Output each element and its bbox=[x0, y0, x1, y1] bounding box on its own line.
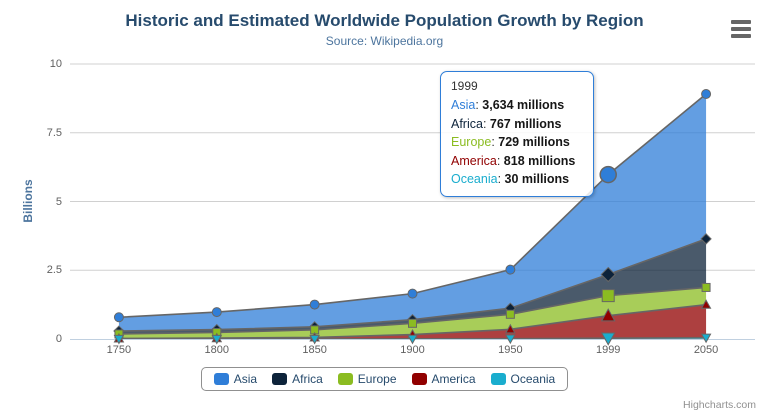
x-tick-label-1850: 1850 bbox=[302, 344, 327, 356]
legend-swatch-icon bbox=[272, 373, 288, 385]
marker-europe-2050[interactable] bbox=[701, 282, 711, 292]
marker-america-1999[interactable] bbox=[600, 308, 616, 322]
x-tick-label-1999: 1999 bbox=[595, 344, 621, 356]
y-tick-label: 0 bbox=[55, 333, 62, 345]
marker-asia-1850[interactable] bbox=[309, 299, 320, 310]
area-africa[interactable] bbox=[118, 238, 707, 334]
legend: Asia Africa Europe America Oceania bbox=[0, 367, 769, 391]
marker-america-2050[interactable] bbox=[700, 299, 712, 309]
x-tick-label-1900: 1900 bbox=[400, 344, 425, 356]
marker-oceania-1900[interactable] bbox=[407, 334, 418, 345]
y-tick-label: 2.5 bbox=[46, 264, 62, 277]
chart-title: Historic and Estimated Worldwide Populat… bbox=[125, 11, 644, 30]
credits-link[interactable]: Highcharts.com bbox=[683, 399, 756, 411]
marker-africa-1999[interactable] bbox=[600, 266, 616, 283]
marker-oceania-1750[interactable] bbox=[113, 334, 125, 345]
legend-label: Asia bbox=[233, 372, 258, 386]
legend-label: Africa bbox=[292, 372, 323, 386]
y-tick-label: 10 bbox=[49, 58, 62, 70]
legend-label: America bbox=[431, 372, 476, 386]
legend-item-asia[interactable]: Asia bbox=[213, 372, 258, 386]
area-asia[interactable] bbox=[118, 94, 707, 332]
legend-swatch-icon bbox=[490, 373, 506, 385]
legend-item-africa[interactable]: Africa bbox=[272, 372, 323, 386]
marker-asia-1950[interactable] bbox=[505, 264, 516, 275]
marker-asia-2050[interactable] bbox=[701, 89, 712, 100]
marker-oceania-1850[interactable] bbox=[309, 334, 320, 345]
area-america[interactable] bbox=[118, 304, 707, 339]
marker-oceania-1950[interactable] bbox=[505, 334, 516, 345]
legend-swatch-icon bbox=[337, 373, 353, 385]
context-menu-button[interactable] bbox=[730, 19, 752, 41]
marker-asia-1900[interactable] bbox=[407, 288, 418, 299]
chart-subtitle: Source: Wikipedia.org bbox=[325, 34, 444, 48]
x-tick-label-1950: 1950 bbox=[498, 344, 523, 356]
legend-item-america[interactable]: America bbox=[411, 372, 476, 386]
legend-swatch-icon bbox=[411, 373, 427, 385]
legend-item-europe[interactable]: Europe bbox=[337, 372, 397, 386]
x-tick-label-1750: 1750 bbox=[106, 344, 132, 356]
marker-oceania-2050[interactable] bbox=[700, 333, 712, 344]
marker-africa-2050[interactable] bbox=[700, 233, 712, 245]
marker-oceania-1999[interactable] bbox=[600, 332, 616, 346]
marker-europe-1999[interactable] bbox=[601, 289, 615, 303]
y-tick-label: 5 bbox=[55, 195, 62, 208]
marker-oceania-1800[interactable] bbox=[211, 334, 223, 345]
x-tick-label-2050: 2050 bbox=[693, 344, 719, 356]
marker-asia-1750[interactable] bbox=[113, 312, 124, 323]
marker-asia-1999[interactable] bbox=[599, 165, 617, 184]
x-tick-label-1800: 1800 bbox=[204, 344, 230, 356]
hamburger-menu-icon bbox=[730, 19, 752, 38]
legend-item-oceania[interactable]: Oceania bbox=[490, 372, 556, 386]
legend-swatch-icon bbox=[213, 373, 229, 385]
marker-america-1950[interactable] bbox=[505, 323, 516, 334]
y-tick-label: 7.5 bbox=[46, 126, 62, 139]
marker-europe-1950[interactable] bbox=[505, 309, 515, 319]
marker-asia-1800[interactable] bbox=[211, 307, 222, 318]
legend-label: Europe bbox=[357, 372, 397, 386]
marker-europe-1900[interactable] bbox=[408, 318, 417, 328]
legend-label: Oceania bbox=[510, 372, 556, 386]
